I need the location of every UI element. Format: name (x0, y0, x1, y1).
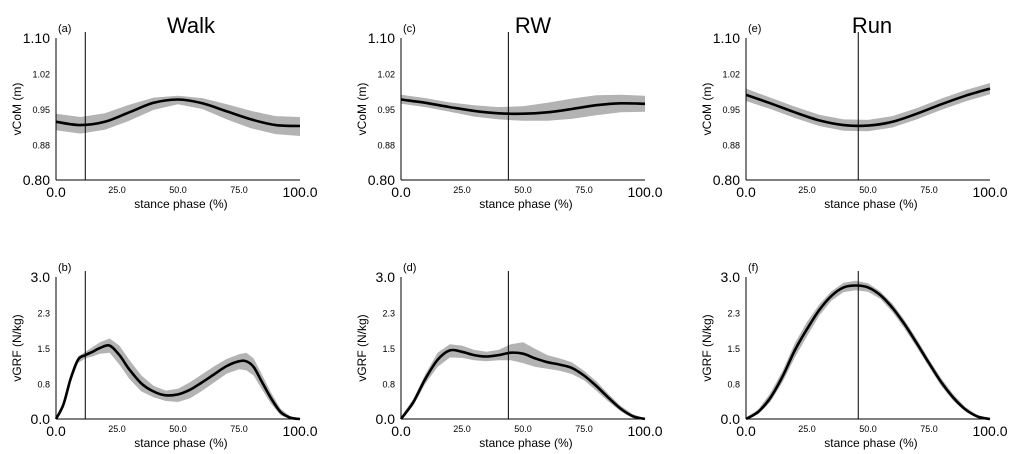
x-tick-label: 75.0 (920, 424, 938, 434)
x-tick-label: 0.0 (391, 184, 411, 200)
x-tick-label: 50.0 (514, 185, 532, 195)
y-tick-label: 1.02 (377, 70, 395, 80)
y-axis-title: vGRF (N/kg) (355, 314, 369, 381)
y-tick-label: 2.3 (727, 309, 740, 319)
y-tick-label: 3.0 (376, 269, 396, 285)
panel-c: (c) 0.80 0.88 0.95 1.02 1.10 0.0 25.0 50.0 75.0 10… (355, 23, 663, 211)
y-tick-label: 1.10 (713, 30, 740, 46)
x-tick-label: 100.0 (627, 423, 662, 439)
y-tick-label: 1.10 (23, 30, 50, 46)
y-tick-label: 1.5 (727, 344, 740, 354)
x-tick-label: 100.0 (972, 184, 1007, 200)
mean-line (745, 87, 991, 128)
x-tick-label: 75.0 (230, 424, 248, 434)
panel-f: (f) 0.0 0.8 1.5 2.3 3.0 0.0 25.0 50.0 75.0 100.0 st… (700, 262, 1008, 450)
x-tick-label: 25.0 (453, 185, 471, 195)
y-tick-label: 0.8 (727, 380, 740, 390)
panel-label: (d) (403, 262, 416, 274)
x-axis-title: stance phase (%) (479, 197, 572, 211)
y-tick-label: 1.5 (37, 344, 50, 354)
x-tick-label: 100.0 (282, 423, 317, 439)
y-tick-label: 0.95 (32, 105, 50, 115)
panel-label: (f) (748, 262, 758, 274)
x-tick-label: 100.0 (627, 184, 662, 200)
sd-band (401, 94, 645, 121)
y-tick-label: 0.0 (721, 411, 741, 427)
y-tick-label: 0.88 (377, 141, 395, 151)
x-tick-label: 75.0 (575, 424, 593, 434)
y-tick-label: 0.0 (376, 411, 396, 427)
panel-e: (e) 0.80 0.88 0.95 1.02 1.10 0.0 25.0 50.0 75.0 10… (700, 23, 1008, 211)
x-tick-label: 100.0 (972, 423, 1007, 439)
mean-line (399, 348, 646, 421)
y-tick-label: 3.0 (721, 269, 741, 285)
mean-line (745, 284, 991, 421)
x-tick-label: 0.0 (46, 423, 66, 439)
y-tick-label: 0.88 (722, 141, 740, 151)
panel-label: (e) (748, 23, 761, 35)
x-axis-title: stance phase (%) (824, 197, 917, 211)
y-tick-label: 0.0 (31, 411, 51, 427)
x-tick-label: 100.0 (282, 184, 317, 200)
x-tick-label: 25.0 (108, 185, 126, 195)
x-axis-title: stance phase (%) (134, 197, 227, 211)
x-tick-label: 0.0 (736, 423, 756, 439)
x-tick-label: 25.0 (798, 185, 816, 195)
panel-b: (b) 0.0 0.8 1.5 2.3 3.0 0.0 25.0 50.0 75.0 100.0 st… (10, 262, 318, 450)
y-tick-label: 0.8 (37, 380, 50, 390)
sd-band (746, 83, 990, 132)
y-tick-label: 1.5 (382, 344, 395, 354)
x-tick-label: 50.0 (859, 185, 877, 195)
mean-line (55, 98, 301, 128)
x-tick-label: 50.0 (169, 185, 187, 195)
panel-label: (c) (403, 23, 416, 35)
x-tick-label: 50.0 (859, 424, 877, 434)
y-axis-title: vCoM (m) (700, 83, 714, 136)
y-tick-label: 0.80 (368, 172, 395, 188)
y-axis-title: vGRF (N/kg) (10, 314, 24, 381)
x-tick-label: 75.0 (920, 185, 938, 195)
x-tick-label: 75.0 (575, 185, 593, 195)
x-axis-title: stance phase (%) (134, 436, 227, 450)
panel-label: (a) (58, 23, 71, 35)
sd-band (56, 338, 300, 419)
column-title-1: RW (515, 13, 551, 38)
y-tick-label: 0.80 (23, 172, 50, 188)
y-axis-title: vGRF (N/kg) (700, 314, 714, 381)
y-tick-label: 0.80 (713, 172, 740, 188)
y-tick-label: 0.95 (722, 105, 740, 115)
y-axis-title: vCoM (m) (355, 83, 369, 136)
x-tick-label: 25.0 (453, 424, 471, 434)
y-tick-label: 2.3 (382, 309, 395, 319)
y-tick-label: 1.02 (722, 70, 740, 80)
y-tick-label: 0.88 (32, 141, 50, 151)
x-tick-label: 75.0 (230, 185, 248, 195)
x-tick-label: 0.0 (391, 423, 411, 439)
x-tick-label: 0.0 (46, 184, 66, 200)
x-tick-label: 0.0 (736, 184, 756, 200)
y-tick-label: 1.10 (368, 30, 395, 46)
panel-label: (b) (58, 262, 71, 274)
column-title-0: Walk (167, 13, 216, 38)
x-axis-title: stance phase (%) (479, 436, 572, 450)
y-tick-label: 3.0 (31, 269, 51, 285)
mean-line (400, 98, 646, 116)
x-axis-title: stance phase (%) (824, 436, 917, 450)
x-tick-label: 50.0 (514, 424, 532, 434)
mean-line (54, 344, 301, 421)
sd-band (56, 95, 300, 136)
y-tick-label: 0.8 (382, 380, 395, 390)
panel-d: (d) 0.0 0.8 1.5 2.3 3.0 0.0 25.0 50.0 75.0 100.0 st… (355, 262, 663, 450)
panel-a: (a) 0.80 0.88 0.95 1.02 1.10 0.0 25.0 50.0 75.0 10… (10, 23, 318, 211)
y-tick-label: 1.02 (32, 70, 50, 80)
sd-band (401, 342, 645, 419)
x-tick-label: 25.0 (798, 424, 816, 434)
y-axis-title: vCoM (m) (10, 83, 24, 136)
y-tick-label: 0.95 (377, 105, 395, 115)
x-tick-label: 25.0 (108, 424, 126, 434)
y-tick-label: 2.3 (37, 309, 50, 319)
x-tick-label: 50.0 (169, 424, 187, 434)
